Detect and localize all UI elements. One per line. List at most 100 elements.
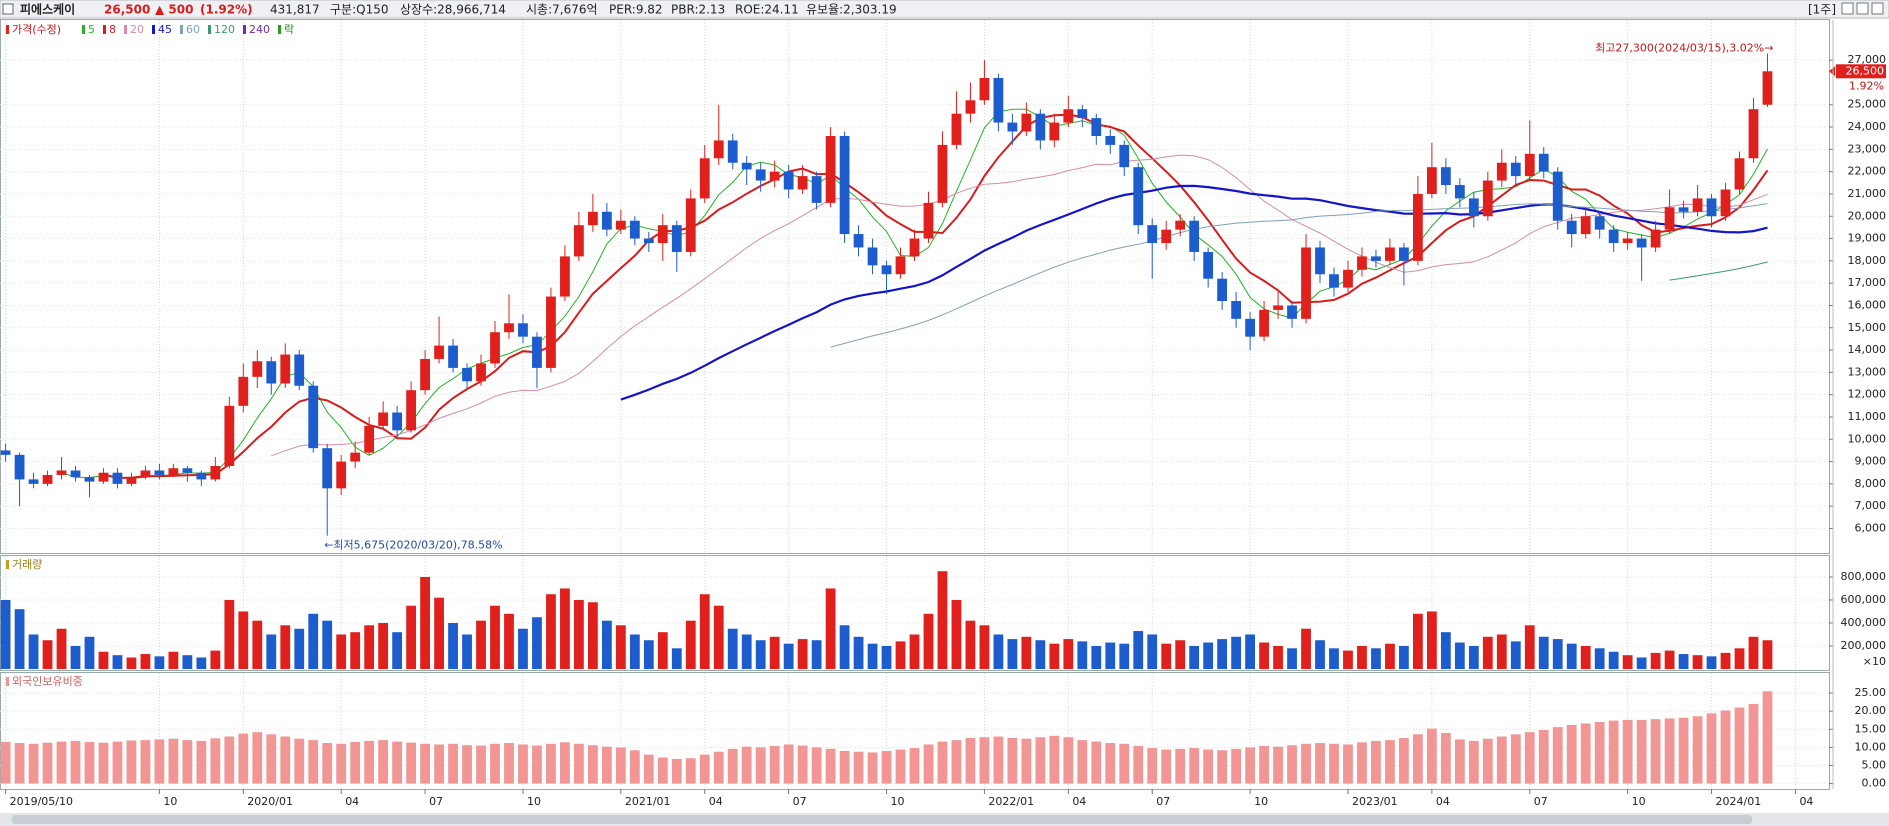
candle-body (783, 171, 794, 190)
volume-bar (476, 620, 486, 669)
candle-body (769, 171, 780, 181)
volume-bar (112, 655, 123, 669)
volume-bar (1077, 641, 1088, 669)
candle-body (1608, 229, 1619, 244)
y-tick-label: 19,000 (1848, 232, 1887, 245)
foreign-bar (923, 744, 934, 784)
candle-body (252, 361, 263, 377)
y-tick-label: 10.00 (1855, 740, 1887, 753)
candle-body (1007, 122, 1018, 132)
candle-body (1315, 247, 1325, 275)
foreign-bar (1217, 750, 1228, 784)
volume-bar (1538, 636, 1549, 669)
candle-body (126, 477, 137, 484)
button[interactable] (1856, 2, 1869, 15)
foreign-bar (1636, 719, 1647, 784)
volume-bar (993, 634, 1004, 669)
volume-bar (1161, 643, 1172, 669)
foreign-bar (336, 743, 347, 784)
foreign-bar (1007, 737, 1018, 784)
volume-bar (895, 641, 906, 669)
legend-swatch (180, 25, 183, 34)
change: ▲ 500 (155, 3, 193, 17)
candle-body (378, 412, 389, 426)
y-tick-label: 17,000 (1848, 276, 1887, 289)
foreign-bar (615, 747, 626, 784)
y-tick-label: 15,000 (1848, 321, 1887, 334)
candle-body (42, 474, 53, 484)
volume-bar (1552, 639, 1563, 669)
volume-bar (1399, 645, 1409, 669)
volume-bar (462, 634, 472, 669)
x-tick-label: 04 (1799, 795, 1813, 808)
candle-body (1259, 309, 1269, 337)
candle-body (448, 345, 458, 368)
last-pct-label: 1.92% (1849, 79, 1884, 92)
candle-body (1580, 216, 1591, 235)
legend-label: 5 (88, 23, 95, 36)
volume-bar (769, 636, 780, 669)
candle-body (1077, 109, 1088, 119)
high-annotation: 최고27,300(2024/03/15),3.02%→ (1595, 41, 1773, 54)
foreign-bar (546, 743, 556, 784)
foreign-bar (1552, 727, 1563, 784)
period[interactable]: [1주] (1808, 3, 1836, 17)
y-tick-label: 400,000 (1841, 616, 1887, 629)
candle-body (1678, 207, 1689, 212)
foreign-bar (727, 748, 738, 784)
icon[interactable] (2, 3, 14, 15)
candle-body (629, 220, 640, 239)
volume-bar (755, 640, 766, 669)
y-tick-label: 8,000 (1855, 477, 1887, 490)
foreign-bar (574, 743, 584, 784)
y-tick-label: 20,000 (1848, 209, 1887, 222)
foreign-bar (1720, 710, 1731, 784)
foreign-bar (811, 747, 822, 784)
volume-bar (797, 639, 808, 669)
foreign-bar (1035, 737, 1046, 784)
foreign-bar (406, 742, 416, 784)
candle-body (1748, 109, 1759, 159)
volume-bar (881, 645, 892, 669)
volume-bar (266, 634, 277, 669)
candle-body (867, 247, 878, 266)
legend-swatch (6, 25, 9, 34)
volume-bar (825, 588, 836, 669)
candle-body (182, 468, 193, 473)
y-tick-label: 13,000 (1848, 365, 1887, 378)
legend-label: 8 (109, 23, 116, 36)
candle-body (308, 385, 319, 449)
y-tick-label: 25.00 (1855, 686, 1887, 699)
button[interactable] (1871, 2, 1884, 15)
candle-body (322, 448, 333, 489)
foreign-bar (378, 740, 389, 784)
candle-body (1175, 220, 1186, 230)
foreign-bar (392, 741, 403, 784)
volume-bar (336, 634, 347, 669)
foreign-bar (1287, 745, 1297, 784)
foreign-bar (266, 734, 277, 784)
foreign-bar (951, 740, 962, 784)
volume-bar (853, 636, 864, 669)
foreign-bar (1049, 735, 1060, 784)
volume-bar (1273, 645, 1283, 669)
candle-body (266, 361, 277, 384)
foreign-bar (476, 745, 486, 784)
scroll-thumb[interactable] (12, 815, 1752, 824)
volume-bar (280, 625, 291, 669)
foreign-bar (1762, 691, 1773, 784)
candle-body (1231, 300, 1242, 319)
foreign-bar (1091, 741, 1102, 784)
button[interactable] (1841, 2, 1854, 15)
price: 26,500 (104, 3, 150, 17)
foreign-bar (1482, 738, 1493, 784)
volume-bar (1385, 643, 1395, 669)
candle-body (490, 332, 500, 364)
ma-line (620, 184, 1768, 401)
x-tick-label: 2022/01 (988, 795, 1034, 808)
candle-body (1454, 185, 1465, 199)
x-tick-label: 10 (1632, 795, 1646, 808)
candle-body (70, 470, 81, 478)
y-tick-label: 16,000 (1848, 298, 1887, 311)
